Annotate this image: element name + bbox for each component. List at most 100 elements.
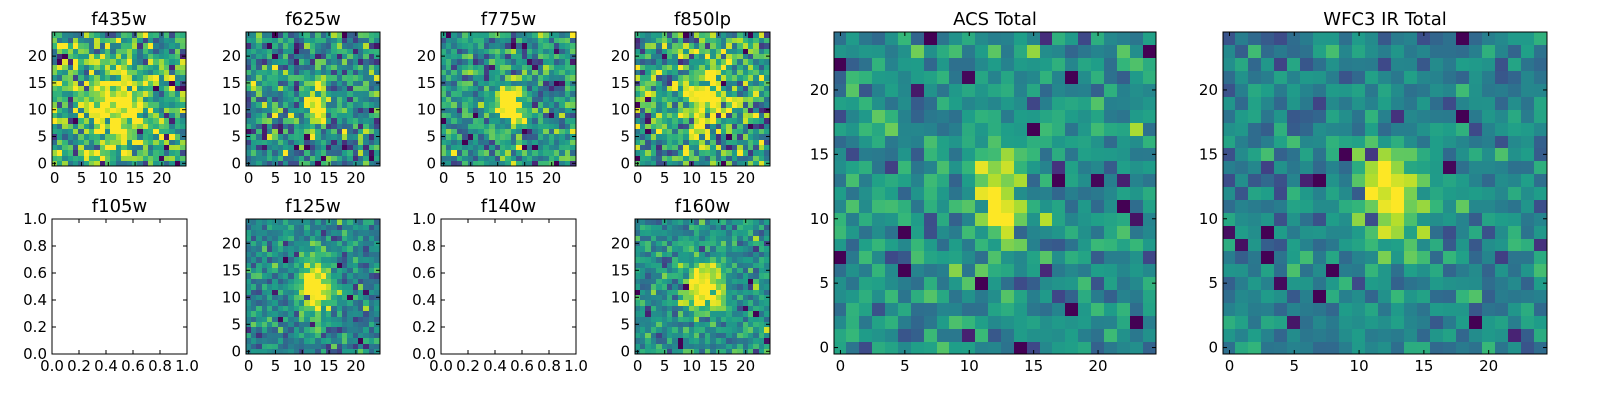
heatmap-cell [294,123,300,129]
heatmap-cell [1001,96,1015,110]
heatmap-cell [358,229,364,236]
heatmap-cell [326,53,332,59]
heatmap-cell [272,123,279,129]
heatmap-cell [710,229,716,236]
heatmap-cell [288,107,295,113]
heatmap-cell [716,224,722,230]
heatmap-cell [640,343,646,349]
heatmap-cell [169,48,176,54]
heatmap-cell [672,48,679,54]
heatmap-cell [710,219,716,225]
heatmap-cell [1117,70,1131,84]
heatmap-cells [246,219,380,354]
heatmap-cell [347,48,354,54]
heatmap-cell [640,90,646,97]
heatmap-cell [446,80,452,86]
heatmap-cell [299,48,305,54]
heatmap-cell [374,310,380,317]
heatmap-cell [132,80,138,86]
heatmap-cell [495,123,501,129]
heatmap-cell [1378,302,1392,316]
heatmap-cell [73,69,79,75]
heatmap-cell [522,48,528,54]
heatmap-cell [716,235,722,241]
x-tick-label: 20 [736,169,755,187]
heatmap-cell [743,69,749,75]
heatmap-cell [662,240,668,246]
heatmap-cell [262,123,268,129]
heatmap-cell [1248,289,1262,303]
heatmap-cell [732,246,738,252]
heatmap-cell [310,74,316,81]
heatmap-cell [872,109,886,123]
heatmap-cell [988,341,1002,354]
heatmap-cell [689,300,695,306]
heatmap-cell [694,300,700,306]
heatmap-cell [753,343,760,349]
heatmap-cell [353,101,359,108]
heatmap-cell [148,74,154,81]
heatmap-cell [1495,289,1509,303]
heatmap-cell [522,117,528,124]
heatmap-cell [737,332,743,338]
heatmap-cell [105,69,111,75]
heatmap-cell [132,90,138,97]
heatmap-cell [678,224,684,230]
heatmap-cell [358,107,364,113]
heatmap-cell [78,48,85,54]
heatmap-cell [511,128,517,134]
heatmap-cell [484,69,490,75]
heatmap-cell [721,327,727,333]
heatmap-cell [1130,109,1144,123]
heatmap-cell [78,42,85,49]
heatmap-cell [726,117,733,124]
heatmap-cell [363,310,370,317]
heatmap-cell [748,251,754,257]
heatmap-cell [554,112,560,118]
heatmap-cell [505,144,512,150]
heatmap-cell [251,273,257,279]
heatmap-cell [937,83,950,97]
heatmap-cell [732,85,738,91]
heatmap-cell [748,240,754,246]
heatmap-cell [726,32,733,38]
heatmap-cell [667,144,673,150]
heatmap-cell [640,85,646,91]
heatmap-cell [57,107,63,113]
heatmap-cell [1104,341,1118,354]
y-tick-label: 15 [417,74,436,92]
heatmap-cell [1130,160,1144,174]
heatmap-cell [321,262,327,268]
heatmap-cell [748,337,754,344]
heatmap-cell [1300,315,1314,329]
heatmap-cell [672,139,679,145]
heatmap-cell [374,48,380,54]
heatmap-cell [721,273,727,279]
heatmap-cell [570,37,576,43]
heatmap-cell [148,80,154,86]
heatmap-cell [753,74,760,81]
heatmap-cell [1001,57,1015,71]
heatmap-cell [885,147,899,161]
heatmap-cell [310,58,316,65]
heatmap-cell [1091,276,1105,290]
heatmap-cell [180,37,186,43]
heatmap-cell [662,155,668,161]
heatmap-cell [1065,109,1079,123]
heatmap-cell [451,112,458,118]
heatmap-cell [272,69,279,75]
heatmap-cell [321,37,327,43]
heatmap-cell [1469,238,1483,251]
heatmap-cell [369,48,375,54]
heatmap-cell [299,37,305,43]
heatmap-cell [1104,109,1118,123]
x-tick-label: 0.0 [429,357,453,375]
heatmap-cell [288,229,295,236]
heatmap-cell [1313,302,1327,316]
heatmap-cell [1326,341,1340,354]
heatmap-cell [315,305,322,311]
heatmap-cell [662,48,668,54]
heatmap-cell [116,128,122,134]
heatmap-cell [1300,238,1314,251]
